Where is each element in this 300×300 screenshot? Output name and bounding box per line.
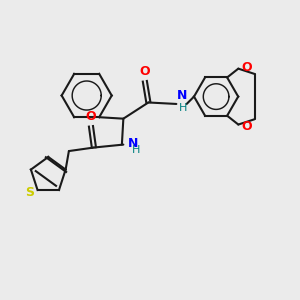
Text: N: N <box>177 88 187 102</box>
Text: N: N <box>128 136 139 150</box>
Text: O: O <box>241 119 252 133</box>
Text: O: O <box>241 61 252 74</box>
Text: S: S <box>25 186 34 199</box>
Text: H: H <box>132 145 140 155</box>
Text: O: O <box>86 110 96 123</box>
Text: O: O <box>140 65 150 78</box>
Text: H: H <box>178 103 187 113</box>
